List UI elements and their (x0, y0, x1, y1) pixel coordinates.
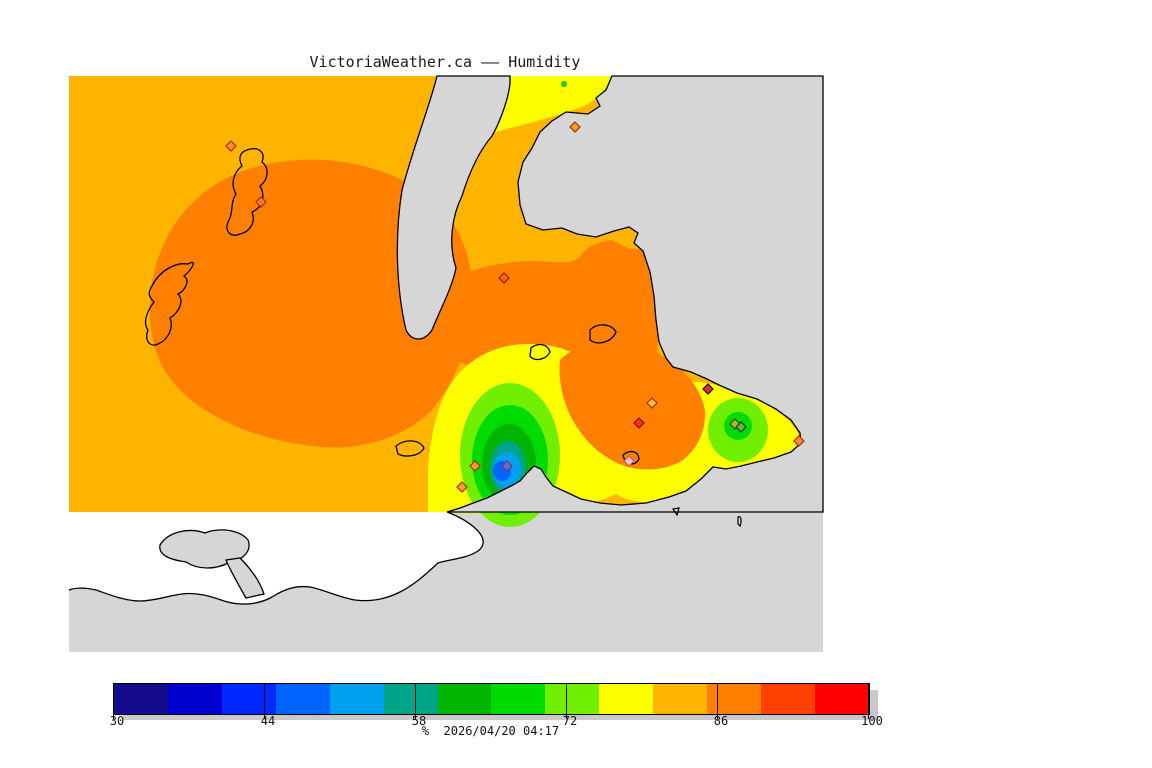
colorbar-segment-95-100 (814, 684, 869, 714)
colorbar-segment-70-75 (545, 684, 600, 714)
region-green-speck (561, 81, 567, 87)
station-marker-13[interactable] (793, 435, 805, 447)
station-marker-3[interactable] (569, 121, 581, 133)
colorbar-tick-label-86: 86 (713, 714, 729, 728)
station-marker-4[interactable] (498, 272, 510, 284)
colorbar-tick-58 (415, 683, 416, 719)
station-marker-6[interactable] (456, 481, 468, 493)
station-marker-9[interactable] (633, 417, 645, 429)
station-marker-1[interactable] (225, 140, 237, 152)
islet-outline-7 (671, 507, 680, 517)
colorbar-segment-75-80 (599, 684, 654, 714)
station-marker-2[interactable] (255, 196, 267, 208)
colorbar-tick-label-30: 30 (109, 714, 125, 728)
colorbar-tick-label-58: 58 (411, 714, 427, 728)
island-outline-2 (144, 261, 194, 346)
station-marker-8[interactable] (646, 397, 658, 409)
colorbar-segment-60-65 (437, 684, 492, 714)
colorbar-segment-90-95 (761, 684, 815, 714)
colorbar-segment-80-85 (653, 684, 708, 714)
colorbar-tick-label-100: 100 (861, 714, 883, 728)
units-datetime-label: % 2026/04/20 04:17 (421, 724, 560, 738)
island-outline-3 (395, 440, 425, 457)
colorbar-tick-44 (264, 683, 265, 719)
colorbar-segment-50-55 (329, 684, 384, 714)
colorbar-segment-30-35 (114, 684, 168, 714)
region-blob-85-90-tongue (559, 341, 706, 470)
station-marker-7[interactable] (501, 460, 513, 472)
colorbar-tick-72 (566, 683, 567, 719)
colorbar-segment-55-60 (383, 684, 438, 714)
colorbar-tick-86 (717, 683, 718, 719)
island-outline-5 (589, 324, 617, 344)
colorbar-tick-label-44: 44 (260, 714, 276, 728)
station-marker-5[interactable] (469, 460, 481, 472)
colorbar-segment-65-70 (491, 684, 546, 714)
colorbar-tick-100 (868, 683, 869, 719)
colorbar (113, 683, 870, 715)
water-saanich-inlet (396, 75, 511, 340)
colorbar-segment-45-50 (275, 684, 330, 714)
water-haro-strait (446, 75, 824, 513)
colorbar-segment-35-40 (167, 684, 222, 714)
region-blob-85-90-nw (149, 159, 473, 448)
water-sooke-channel (225, 557, 265, 599)
station-marker-12[interactable] (735, 421, 747, 433)
station-marker-14[interactable] (623, 455, 635, 467)
colorbar-tick-30 (113, 683, 114, 719)
colorbar-segment-40-45 (221, 684, 276, 714)
coastline-south-shore (68, 511, 484, 605)
island-outline-4 (529, 343, 551, 361)
island-outline-1 (226, 148, 268, 236)
colorbar-tick-label-72: 72 (562, 714, 578, 728)
colorbar-segment-85-90 (707, 684, 762, 714)
page-title: VictoriaWeather.ca —— Humidity (309, 53, 581, 71)
islet-outline-8 (737, 516, 742, 528)
water-sooke-basin (159, 529, 250, 569)
station-marker-10[interactable] (702, 383, 714, 395)
